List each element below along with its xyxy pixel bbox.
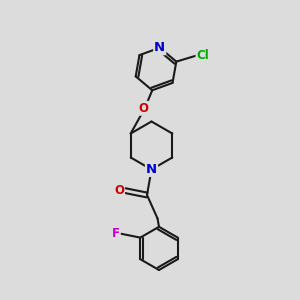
Text: F: F — [112, 227, 120, 240]
Text: N: N — [154, 41, 165, 54]
Text: O: O — [114, 184, 124, 197]
Text: N: N — [146, 163, 157, 176]
Text: Cl: Cl — [196, 49, 209, 62]
Text: O: O — [138, 102, 148, 115]
